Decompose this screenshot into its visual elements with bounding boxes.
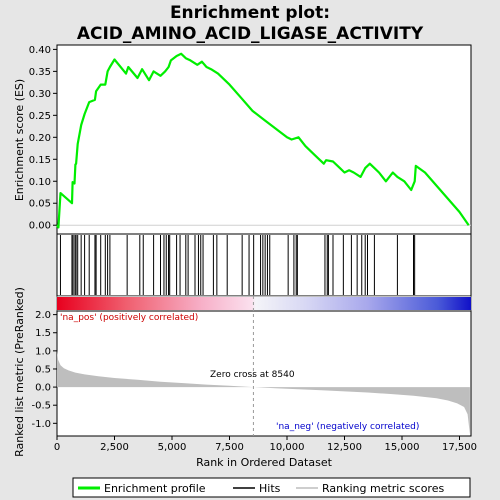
metric-y-axis-label: Ranked list metric (PreRanked) [13, 287, 26, 457]
metric-ytick-label: -1.0 [31, 419, 51, 430]
xtick-label: 0 [54, 442, 60, 453]
hits-group [59, 235, 416, 295]
xtick-label: 10,000 [270, 442, 305, 453]
es-ytick-label: 0.15 [29, 155, 51, 166]
metric-ytick-label: -0.5 [31, 401, 51, 412]
hits-panel [56, 233, 472, 297]
plot-title-line1: Enrichment plot: [170, 3, 330, 23]
pos-correlated-label: 'na_pos' (positively correlated) [60, 313, 198, 323]
metric-ytick-label: 1.0 [35, 346, 51, 357]
es-ytick-label: 0.30 [29, 89, 51, 100]
metric-panel [56, 310, 472, 437]
ranking-metric-area [57, 350, 470, 435]
metric-ytick-label: 0.5 [35, 364, 51, 375]
metric-y-axis: -1.0 -0.5 0.0 0.5 1.0 1.5 2.0 [31, 310, 57, 430]
zero-cross-label: Zero cross at 8540 [210, 370, 295, 380]
xtick-label: 5,000 [158, 442, 187, 453]
legend-hits-label: Hits [259, 482, 281, 495]
xtick-label: 15,000 [385, 442, 420, 453]
legend-enrichment-label: Enrichment profile [104, 482, 206, 495]
enrichment-profile-line [56, 52, 470, 229]
es-ytick-label: 0.40 [29, 45, 51, 56]
es-panel [56, 44, 472, 235]
es-y-axis-label: Enrichment score (ES) [13, 79, 26, 201]
metric-ytick-label: 1.5 [35, 328, 51, 339]
legend-box [72, 477, 471, 498]
es-ytick-label: 0.20 [29, 133, 51, 144]
es-y-axis: 0.00 0.05 0.10 0.15 0.20 0.25 0.30 0.35 0.40 [29, 45, 471, 232]
x-axis: 0 2,500 5,000 7,500 10,000 12,500 15,000 17,500 [54, 436, 477, 453]
legend-metric-label: Ranking metric scores [322, 482, 444, 495]
es-ytick-label: 0.10 [29, 177, 51, 188]
rank-colorbar [57, 297, 471, 310]
es-line-group [56, 52, 470, 229]
neg-correlated-label: 'na_neg' (negatively correlated) [276, 422, 419, 432]
xtick-label: 17,500 [442, 442, 477, 453]
es-ytick-label: 0.05 [29, 199, 51, 210]
x-axis-label: Rank in Ordered Dataset [196, 456, 333, 469]
metric-ytick-label: 0.0 [35, 383, 51, 394]
plot-title-line2: ACID_AMINO_ACID_LIGASE_ACTIVITY [77, 24, 424, 44]
es-ytick-label: 0.00 [29, 221, 51, 232]
metric-ytick-label: 2.0 [35, 310, 51, 321]
es-ytick-label: 0.35 [29, 67, 51, 78]
metric-area-group [57, 296, 470, 436]
es-ytick-label: 0.25 [29, 111, 51, 122]
xtick-label: 7,500 [215, 442, 244, 453]
xtick-label: 12,500 [327, 442, 362, 453]
xtick-label: 2,500 [100, 442, 129, 453]
